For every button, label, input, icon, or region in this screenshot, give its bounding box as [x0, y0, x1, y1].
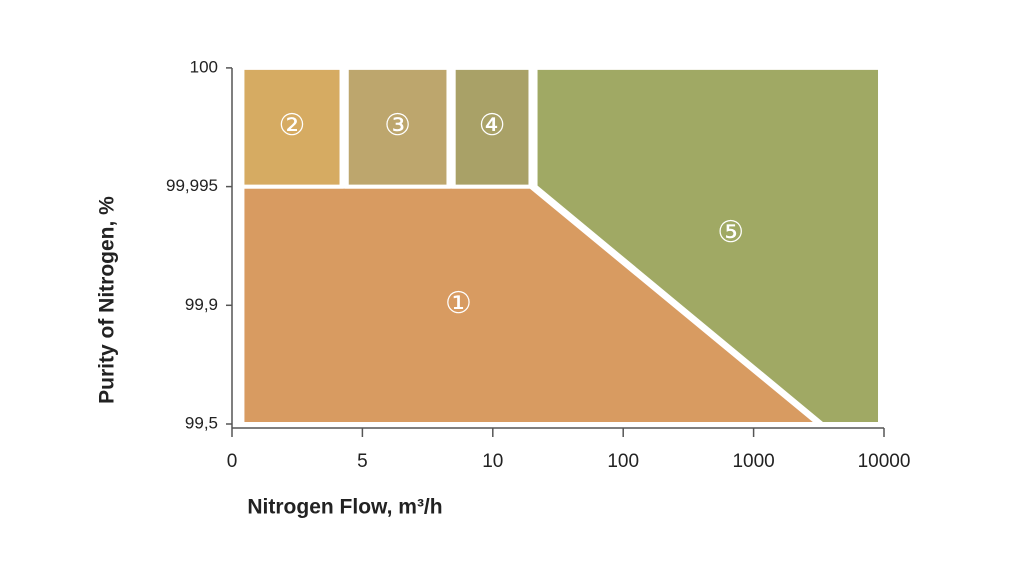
region-label: ②: [279, 109, 306, 142]
region: [533, 65, 883, 426]
region: [240, 65, 344, 189]
x-tick-label: 1000: [732, 451, 774, 472]
regions: ① ② ③ ④ ⑤: [240, 65, 883, 426]
region-label: ①: [445, 287, 472, 320]
y-tick-label: 100: [190, 57, 218, 76]
region-label: ④: [479, 109, 506, 142]
y-axis-label: Purity of Nitrogen, %: [96, 196, 119, 404]
region: [451, 65, 533, 189]
x-tick-label: 5: [357, 451, 368, 472]
y-tick-label: 99,9: [185, 295, 218, 314]
x-tick-label: 10: [482, 451, 503, 472]
region: [344, 65, 451, 189]
region-label: ⑤: [717, 216, 744, 249]
y-tick-label: 99,995: [166, 176, 218, 195]
x-tick-label: 100: [607, 451, 639, 472]
region-label: ③: [384, 109, 411, 142]
y-tick-label: 99,5: [185, 413, 218, 432]
x-tick-label: 0: [227, 451, 238, 472]
x-tick-label: 10000: [858, 451, 911, 472]
x-axis-label: Nitrogen Flow, m³/h: [247, 496, 442, 519]
